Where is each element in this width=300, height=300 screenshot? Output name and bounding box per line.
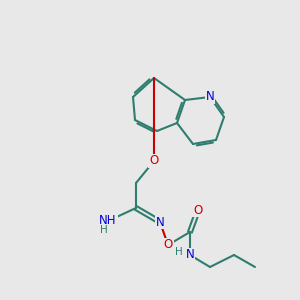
Text: N: N <box>186 248 194 262</box>
Text: N: N <box>206 91 214 103</box>
Text: NH: NH <box>99 214 117 227</box>
Text: H: H <box>175 247 183 257</box>
Text: H: H <box>100 225 108 235</box>
Text: O: O <box>164 238 172 251</box>
Text: N: N <box>156 215 164 229</box>
Text: O: O <box>149 154 159 167</box>
Text: O: O <box>194 203 202 217</box>
